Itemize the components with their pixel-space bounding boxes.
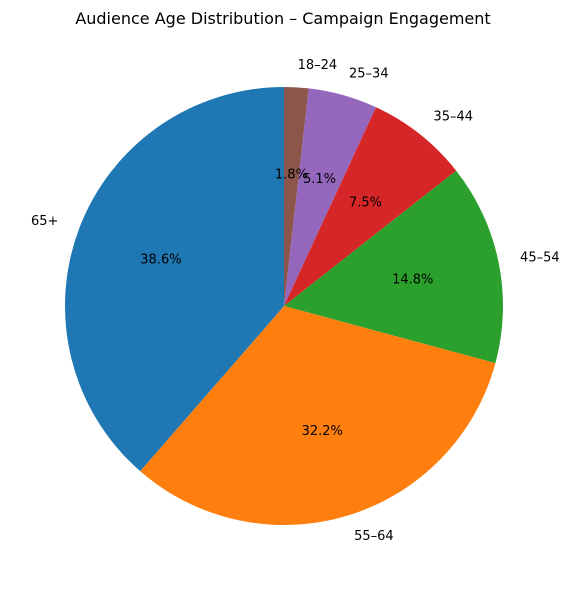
pie-labels: 18–24 1.8% 25–34 5.1% 35–44 7.5% 45–54 14.8% 55–… xyxy=(31,58,560,544)
category-label-45-54: 45–54 xyxy=(520,250,560,265)
pie-slice-45-54 xyxy=(284,170,503,364)
category-label-25-34: 25–34 xyxy=(349,67,389,82)
percent-label-35-44: 7.5% xyxy=(349,195,382,210)
percent-label-45-54: 14.8% xyxy=(392,272,433,287)
pie-slice-65plus xyxy=(64,86,284,472)
category-label-55-64: 55–64 xyxy=(354,529,394,544)
pie-slice-25-34 xyxy=(284,88,376,306)
pie-slice-55-64 xyxy=(140,306,496,525)
pie-slice-35-44 xyxy=(284,107,457,306)
chart-title: Audience Age Distribution – Campaign Eng… xyxy=(75,9,490,28)
pie-slice-18-24 xyxy=(284,87,309,306)
percent-label-55-64: 32.2% xyxy=(302,424,343,439)
category-label-35-44: 35–44 xyxy=(433,110,473,125)
percent-label-18-24: 1.8% xyxy=(275,167,308,182)
percent-label-65plus: 38.6% xyxy=(140,252,181,267)
pie-slices xyxy=(64,86,503,525)
category-label-18-24: 18–24 xyxy=(298,58,338,73)
category-label-65plus: 65+ xyxy=(31,214,58,229)
percent-label-25-34: 5.1% xyxy=(303,172,336,187)
